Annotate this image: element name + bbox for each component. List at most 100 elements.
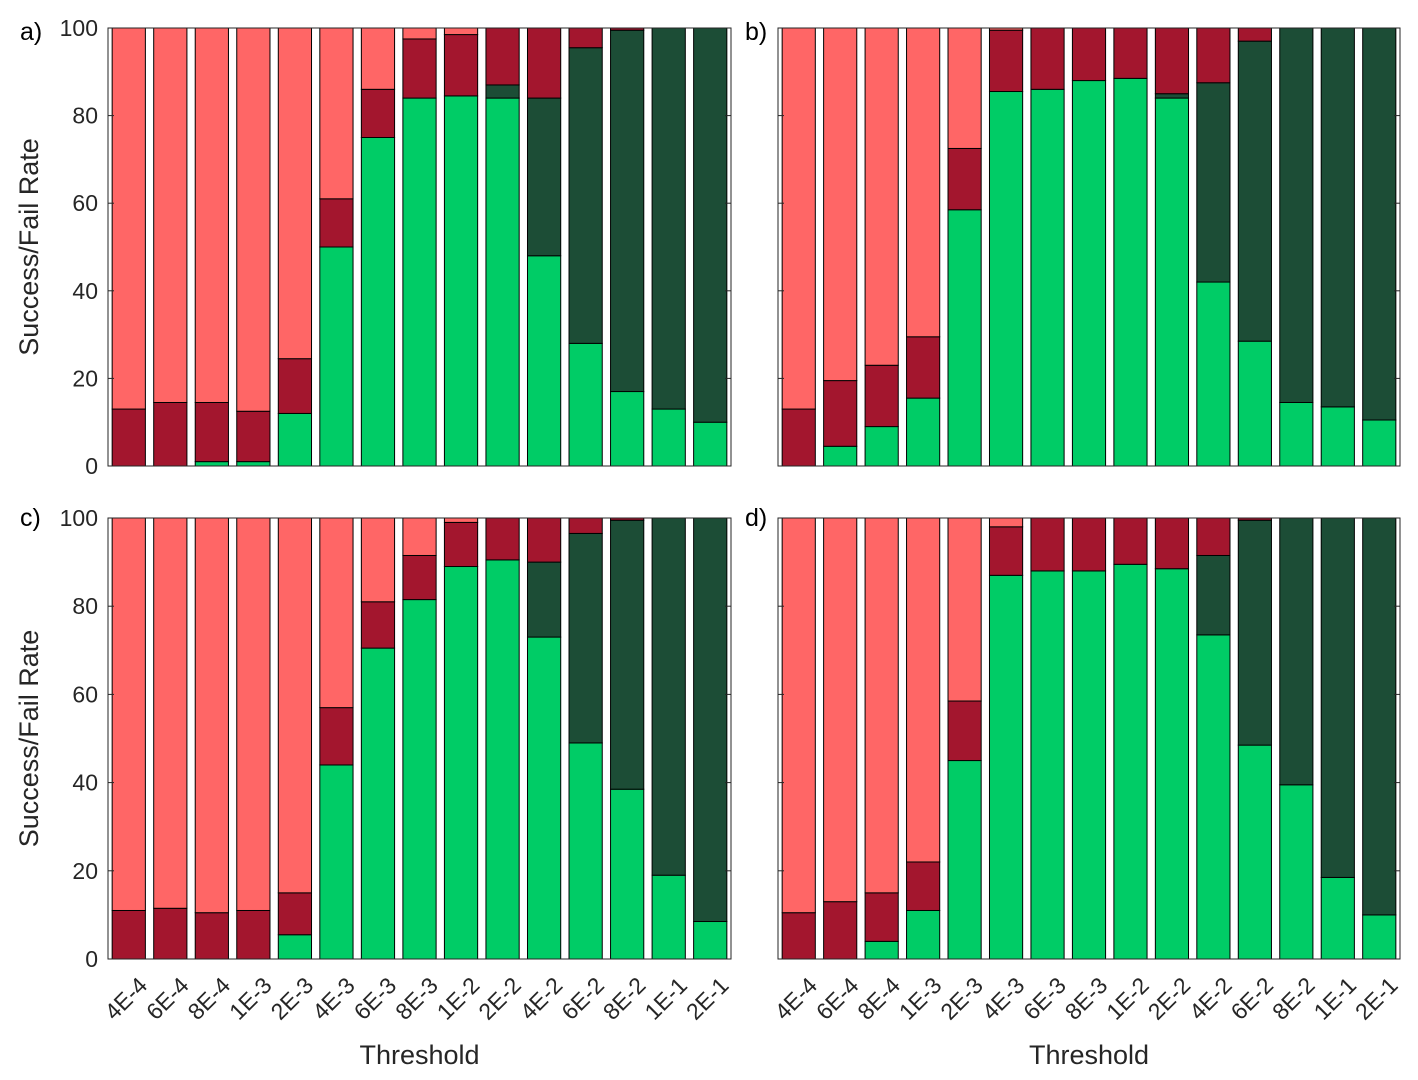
x-tick-label: 4E-4: [769, 972, 822, 1025]
bar-segment-light-red: [277, 27, 313, 360]
bar-segment-light-red: [236, 517, 271, 911]
bar-segment-dark-red: [319, 707, 354, 766]
bar-segment-dark-red: [1071, 27, 1107, 82]
bar-segment-light-red: [319, 27, 354, 200]
bar-segment-light-red: [360, 517, 396, 603]
bar-segment-dark-red: [443, 34, 479, 97]
bar-segment-dark-green: [1237, 40, 1272, 342]
x-tick-label: 6E-2: [556, 972, 609, 1025]
axes-box: [107, 517, 732, 960]
bar-segment-dark-green: [1196, 554, 1231, 636]
bar-segment-light-red: [443, 517, 479, 523]
bar-segment-dark-green: [1362, 27, 1397, 421]
x-tick-label: 2E-3: [935, 972, 988, 1025]
bar-segment-green: [988, 91, 1024, 467]
bar-segment-light-red: [194, 517, 229, 914]
bar-segment-dark-red: [823, 901, 858, 960]
y-tick-label: 0: [85, 453, 98, 479]
bar-segment-green: [443, 566, 479, 960]
y-tick-label: 40: [72, 770, 98, 796]
bar-segment-green: [526, 636, 562, 960]
bar-segment-dark-red: [988, 29, 1024, 93]
x-tick-label: 6E-3: [349, 972, 402, 1025]
x-tick-label: 2E-1: [681, 972, 734, 1025]
chart-panel-1: b): [745, 18, 1401, 467]
bar-segment-dark-red: [526, 517, 562, 563]
bar-segment-dark-red: [485, 27, 520, 86]
bar-segment-dark-red: [111, 909, 146, 960]
axes-box: [777, 27, 1401, 467]
x-tick-label: 4E-4: [99, 972, 152, 1025]
x-tick-label: 6E-2: [1226, 972, 1279, 1025]
x-tick-label: 4E-2: [1184, 972, 1237, 1025]
bar-segment-green: [651, 408, 686, 467]
bar-segment-green: [402, 599, 437, 960]
bar-segment-dark-green: [651, 517, 686, 876]
bar-segment-green: [1320, 406, 1355, 467]
bar-segment-dark-green: [568, 47, 603, 344]
bar-segment-light-red: [194, 27, 229, 403]
bar-segment-green: [1071, 80, 1107, 467]
bar-segment-light-red: [988, 517, 1024, 528]
bar-segment-dark-red: [1071, 517, 1107, 572]
bar-segment-green: [194, 461, 229, 467]
bar-segment-green: [1237, 744, 1272, 960]
x-tick-label: 4E-2: [515, 972, 568, 1025]
bar-segment-dark-red: [988, 526, 1024, 576]
bar-segment-green: [360, 137, 396, 467]
bar-segment-light-red: [823, 27, 858, 382]
bar-segment-green: [526, 255, 562, 467]
bar-segment-dark-red: [947, 147, 982, 211]
y-tick-label: 80: [72, 103, 98, 129]
y-axis-title: Success/Fail Rate: [14, 138, 44, 356]
bar-segment-dark-red: [1030, 27, 1065, 90]
bar-segment-green: [1154, 568, 1190, 960]
bar-segment-dark-red: [277, 358, 313, 414]
x-axis-title: Threshold: [359, 1040, 479, 1070]
bar-segment-dark-red: [1113, 27, 1148, 79]
bar-segment-green: [1362, 419, 1397, 467]
bar-segment-dark-green: [1154, 93, 1190, 99]
y-tick-label: 40: [72, 278, 98, 304]
x-tick-label: 1E-2: [1101, 972, 1154, 1025]
x-tick-label: 1E-1: [639, 972, 692, 1025]
bar-segment-green: [693, 921, 728, 960]
bar-segment-dark-red: [277, 892, 313, 936]
bar-segment-dark-red: [568, 517, 603, 534]
y-tick-label: 80: [72, 593, 98, 619]
bar-segment-dark-green: [651, 27, 686, 410]
x-tick-label: 1E-2: [432, 972, 485, 1025]
bar-segment-dark-green: [610, 519, 645, 790]
bar-segment-dark-red: [1196, 27, 1231, 84]
bar-segment-green: [277, 934, 313, 960]
bar-segment-light-red: [153, 517, 188, 909]
x-tick-label: 2E-2: [473, 972, 526, 1025]
x-tick-label: 8E-4: [183, 972, 236, 1025]
bar-segment-dark-red: [236, 909, 271, 960]
bar-segment-dark-green: [1237, 519, 1272, 746]
panel-label: a): [20, 18, 42, 46]
x-tick-label: 8E-3: [390, 972, 443, 1025]
y-tick-label: 60: [72, 190, 98, 216]
bar-segment-light-red: [319, 517, 354, 709]
bar-segment-dark-red: [947, 700, 982, 762]
x-tick-label: 2E-2: [1143, 972, 1196, 1025]
bar-segment-green: [485, 559, 520, 960]
bar-segment-light-red: [111, 517, 146, 911]
bar-segment-dark-red: [319, 198, 354, 248]
bar-segment-dark-green: [1279, 27, 1314, 403]
bar-segment-dark-red: [906, 336, 941, 399]
bar-segment-dark-red: [402, 554, 437, 601]
bar-segment-green: [319, 246, 354, 467]
bar-segment-dark-green: [1320, 27, 1355, 408]
bar-segment-dark-red: [781, 408, 816, 467]
bar-segment-dark-red: [1113, 517, 1148, 565]
bar-segment-light-red: [781, 517, 816, 914]
bar-segment-dark-red: [485, 517, 520, 561]
bar-segment-dark-green: [526, 97, 562, 257]
bar-segment-dark-red: [402, 38, 437, 99]
bar-segment-green: [1279, 401, 1314, 467]
bar-segment-dark-red: [153, 401, 188, 467]
panel-label: b): [745, 18, 767, 46]
bar-segment-green: [1279, 784, 1314, 960]
